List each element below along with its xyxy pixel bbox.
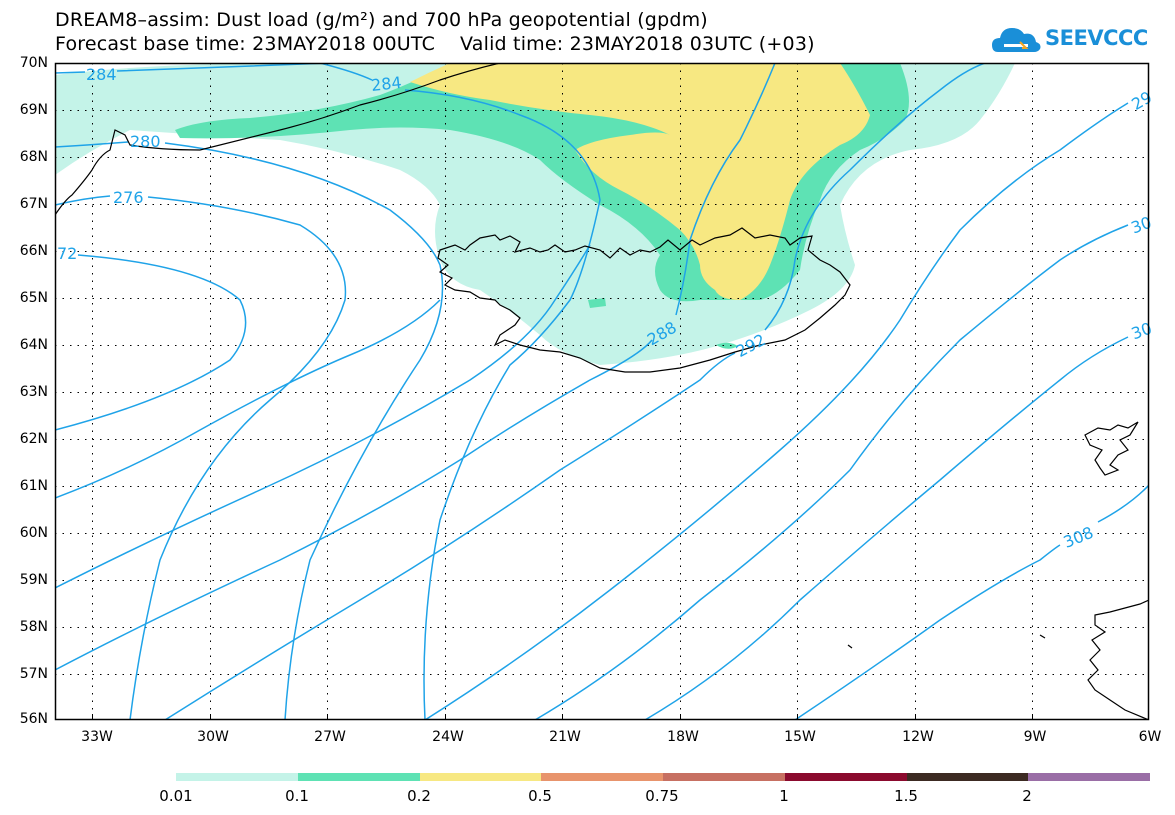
lat-label: 70N	[19, 55, 48, 71]
contour-label: 29	[1128, 87, 1155, 114]
contour-label: 72	[57, 244, 77, 263]
map-title: DREAM8–assim: Dust load (g/m²) and 700 h…	[55, 9, 708, 31]
lat-label: 60N	[19, 525, 48, 541]
lon-label: 6W	[1138, 729, 1162, 745]
lat-label: 68N	[19, 149, 48, 165]
cloud-logo-icon	[992, 28, 1041, 52]
lat-lon-grid	[55, 63, 1149, 720]
colorbar-label: 0.2	[407, 787, 431, 805]
colorbar-label: 0.1	[285, 787, 309, 805]
contour-label: 308	[1061, 523, 1096, 552]
colorbar-label: 2	[1022, 787, 1032, 805]
contour-label: 30	[1128, 213, 1154, 238]
contour-label: 280	[130, 132, 161, 151]
colorbar-swatch	[541, 773, 664, 781]
lon-label: 30W	[197, 729, 229, 745]
lon-label: 21W	[549, 729, 581, 745]
lon-label: 18W	[667, 729, 699, 745]
colorbar-swatch	[663, 773, 785, 781]
logo-text: SEEVCCC	[1045, 26, 1148, 50]
colorbar-swatch	[419, 773, 542, 781]
lat-label: 66N	[19, 243, 48, 259]
coastlines	[55, 63, 1149, 720]
lat-label: 67N	[19, 196, 48, 212]
colorbar-swatch	[176, 773, 298, 781]
contour-label: 284	[86, 65, 117, 84]
lat-label: 69N	[19, 102, 48, 118]
map-subtitle: Forecast base time: 23MAY2018 00UTC Vali…	[55, 33, 815, 55]
lon-label: 12W	[902, 729, 934, 745]
lat-label: 56N	[19, 711, 48, 727]
colorbar-swatch	[906, 773, 1029, 781]
lat-label: 65N	[19, 290, 48, 306]
colorbar-label: 1	[779, 787, 789, 805]
colorbar-swatch	[784, 773, 907, 781]
lon-label: 33W	[81, 729, 113, 745]
contour-label: 276	[113, 188, 144, 207]
colorbar-label: 0.75	[645, 787, 679, 805]
lat-label: 61N	[19, 478, 48, 494]
geopotential-contours	[55, 63, 1149, 720]
lat-label: 64N	[19, 337, 48, 353]
lon-label: 15W	[784, 729, 816, 745]
lat-label: 62N	[19, 431, 48, 447]
contour-label: 30	[1129, 319, 1155, 344]
colorbar-swatch	[1028, 773, 1151, 781]
contour-label: 284	[370, 73, 402, 95]
lat-label: 59N	[19, 572, 48, 588]
lon-label: 9W	[1023, 729, 1047, 745]
dust-field-0-2	[410, 63, 870, 300]
colorbar-label: 1.5	[894, 787, 918, 805]
lat-label: 63N	[19, 384, 48, 400]
lat-label: 58N	[19, 619, 48, 635]
colorbar-swatch	[297, 773, 420, 781]
colorbar-label: 0.01	[159, 787, 193, 805]
colorbar-label: 0.5	[528, 787, 552, 805]
lat-label: 57N	[19, 666, 48, 682]
plot-frame	[54, 62, 1150, 721]
lon-label: 27W	[314, 729, 346, 745]
lon-label: 24W	[432, 729, 464, 745]
